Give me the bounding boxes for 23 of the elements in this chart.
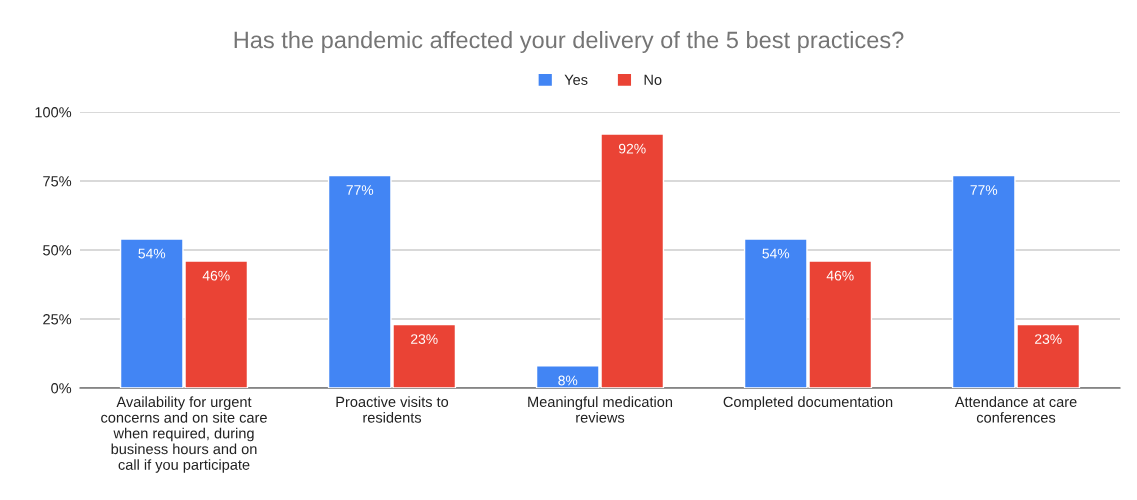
legend-label: Yes xyxy=(564,74,588,85)
y-tick-label: 25% xyxy=(43,314,72,325)
data-label: 23% xyxy=(1035,334,1062,344)
x-tick-label: Proactive visits to residents xyxy=(336,396,449,423)
data-label: 23% xyxy=(411,334,438,344)
y-tick-label: 75% xyxy=(43,176,72,187)
data-label: 77% xyxy=(970,185,998,195)
x-tick-label: Meaningful medication reviews xyxy=(528,396,673,423)
data-label: 46% xyxy=(202,270,230,281)
y-tick-label: 100% xyxy=(35,107,72,118)
data-label: 46% xyxy=(826,270,854,281)
data-label: 92% xyxy=(618,143,646,154)
data-label: 54% xyxy=(762,248,790,259)
y-tick-label: 50% xyxy=(43,245,72,256)
legend-label: No xyxy=(644,74,662,85)
data-label: 77% xyxy=(346,185,374,195)
x-tick-label: Availability for urgent concerns and on site care when required, during business hours and on call if you participate xyxy=(101,396,267,473)
x-tick-label: Attendance at care conferences xyxy=(954,396,1077,423)
y-tick-label: 0% xyxy=(51,383,72,394)
data-label: 54% xyxy=(138,248,166,259)
chart-title: Has the pandemic affected your delivery of the 5 best practices? xyxy=(234,31,904,53)
x-tick-label: Completed documentation xyxy=(723,396,893,410)
data-label: 8% xyxy=(558,375,578,386)
